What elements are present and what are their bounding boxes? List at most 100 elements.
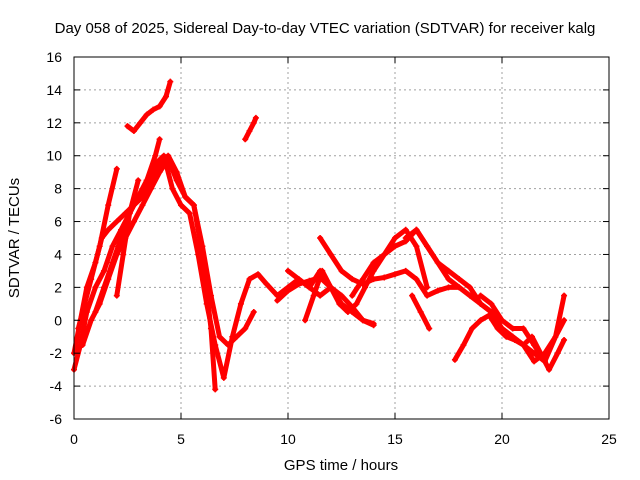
data-point [237, 300, 244, 307]
data-point [306, 284, 313, 291]
y-tick-label: 14 [46, 82, 62, 98]
data-point [165, 156, 172, 163]
y-tick-label: -6 [50, 411, 63, 427]
data-point [409, 292, 416, 299]
data-point [178, 202, 184, 209]
data-point [252, 114, 259, 121]
series-trace [302, 227, 430, 323]
data-point [207, 325, 214, 332]
y-tick-label: 8 [54, 181, 62, 197]
data-point [338, 292, 345, 299]
data-point [246, 276, 253, 283]
series-trace [242, 115, 259, 142]
data-point [509, 325, 516, 332]
data-point [445, 284, 452, 291]
data-point [392, 243, 398, 250]
data-point [445, 267, 452, 274]
plot-frame [73, 56, 610, 420]
data-point [250, 119, 257, 126]
data-point [126, 210, 133, 217]
data-point [263, 281, 270, 288]
y-tick-label: -2 [50, 345, 63, 361]
data-point [456, 284, 463, 291]
y-tick-label: 12 [46, 115, 62, 131]
data-point [477, 300, 484, 307]
x-axis-title: GPS time / hours [284, 457, 398, 474]
data-point [100, 284, 107, 291]
data-point [88, 317, 95, 324]
x-tick-label: 10 [280, 431, 296, 447]
data-point [424, 243, 431, 250]
series-trace [317, 235, 462, 299]
y-tick-label: 2 [54, 279, 62, 295]
data-point [317, 292, 324, 299]
series-arc-06 [113, 177, 142, 299]
series-arc-08 [242, 114, 259, 143]
y-tick-label: 6 [54, 214, 62, 230]
data-point [466, 284, 473, 291]
data-point [402, 226, 409, 233]
data-point [317, 235, 324, 241]
data-point [109, 243, 116, 250]
series-trace [114, 177, 141, 299]
data-point [338, 267, 345, 274]
data-point [451, 356, 458, 363]
data-point [561, 292, 568, 299]
data-point [124, 123, 131, 130]
data-point [246, 128, 253, 135]
data-point [143, 177, 150, 184]
data-point [359, 276, 366, 283]
data-point [392, 271, 398, 278]
data-point [434, 287, 441, 294]
data-point [499, 317, 505, 324]
data-point [156, 160, 163, 167]
data-point [150, 106, 157, 113]
data-point [445, 276, 452, 283]
data-point [434, 259, 441, 266]
data-point [319, 267, 326, 274]
data-point [130, 218, 137, 225]
data-point [488, 300, 495, 307]
data-point [486, 312, 493, 319]
data-point [456, 276, 463, 283]
data-point [359, 317, 366, 324]
data-point [220, 374, 227, 381]
data-point [541, 350, 548, 357]
data-point [113, 165, 120, 172]
data-point [100, 267, 107, 274]
data-point [152, 152, 159, 159]
y-tick-label: 10 [46, 148, 62, 164]
data-point [413, 243, 420, 250]
data-point [167, 78, 174, 85]
data-point [233, 333, 240, 340]
data-point [113, 218, 120, 225]
data-point [413, 276, 420, 283]
data-point [295, 276, 302, 283]
data-point [96, 243, 103, 250]
data-point [531, 358, 538, 365]
y-tick-label: -4 [50, 378, 63, 394]
data-point [79, 341, 86, 348]
data-point [531, 350, 538, 357]
data-point [327, 284, 334, 291]
data-point [169, 185, 176, 192]
data-layer [71, 78, 568, 393]
data-point [92, 309, 99, 316]
data-point [109, 259, 116, 266]
data-point [344, 309, 351, 316]
data-point [130, 128, 137, 135]
data-point [460, 341, 467, 348]
data-point [75, 325, 82, 332]
data-point [163, 93, 170, 100]
data-point [381, 251, 388, 258]
x-tick-label: 15 [387, 431, 403, 447]
data-point [541, 358, 548, 365]
data-point [190, 202, 197, 209]
data-point [552, 333, 559, 340]
data-point [509, 333, 516, 340]
data-point [274, 297, 281, 304]
data-point [466, 292, 473, 299]
data-point [554, 350, 561, 357]
y-tick-label: 16 [46, 49, 62, 65]
tick-layer: 0 5 10 15 20 25 -6 -4 -2 0 2 4 6 8 10 12 14 16 [46, 49, 617, 447]
